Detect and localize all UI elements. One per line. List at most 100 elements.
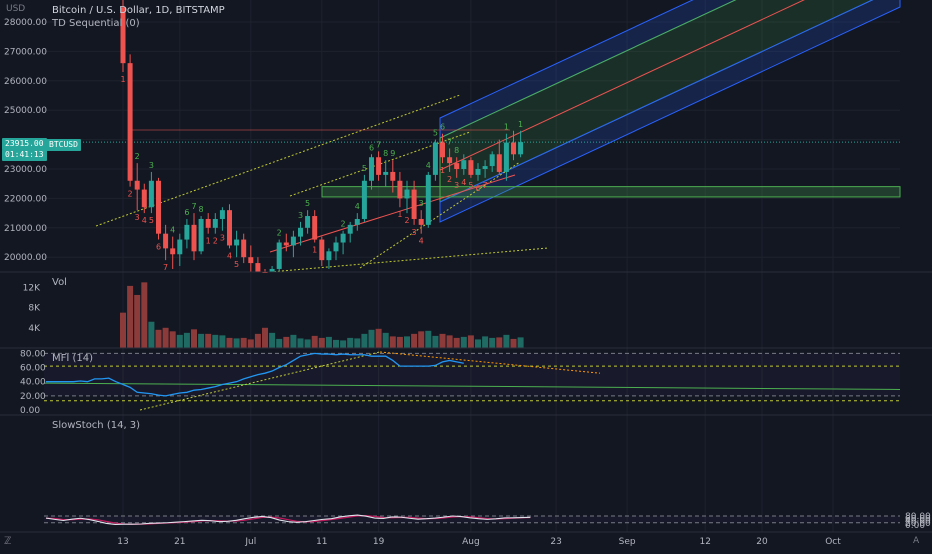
- td-count-label: 8: [454, 146, 459, 155]
- volume-bar: [226, 337, 233, 348]
- volume-bar: [467, 335, 474, 348]
- volume-bar: [375, 328, 382, 348]
- td-count-label: 1: [504, 123, 509, 132]
- volume-bar: [120, 312, 126, 348]
- volume-bar: [283, 336, 290, 348]
- candle-up: [340, 233, 346, 243]
- volume-bar: [503, 334, 510, 348]
- candle-down: [312, 216, 318, 240]
- volume-bar: [382, 332, 389, 348]
- volume-bar: [432, 335, 439, 348]
- volume-bar: [325, 336, 332, 348]
- grid-lines: [44, 0, 900, 532]
- td-count-label: 4: [142, 216, 147, 225]
- candle-down: [163, 233, 169, 249]
- td-count-label: 6: [156, 243, 161, 252]
- tradingview-logo-icon[interactable]: ℤ: [4, 536, 12, 547]
- td-count-label: 5: [149, 216, 154, 225]
- mfi-tick-label: 40.00: [20, 378, 46, 388]
- candle-down: [376, 157, 382, 175]
- td-count-label: 1: [206, 237, 211, 246]
- mfi-tick-label: 0.00: [20, 406, 40, 416]
- candle-up: [425, 174, 431, 225]
- candle-down: [283, 242, 289, 246]
- volume-bar: [368, 329, 375, 348]
- stoch-pane-label[interactable]: SlowStoch (14, 3): [52, 420, 141, 431]
- volume-bar: [404, 336, 410, 348]
- candle-up: [219, 210, 225, 219]
- candle-up: [475, 169, 481, 175]
- volume-tick-label: 8K: [28, 304, 41, 314]
- candle-up: [518, 142, 524, 155]
- candle-up: [184, 224, 190, 240]
- symbol-title[interactable]: Bitcoin / U.S. Dollar, 1D, BITSTAMP: [52, 5, 225, 16]
- volume-bar: [489, 337, 496, 348]
- price-tick-label: 25000.00: [4, 106, 47, 116]
- volume-bar: [155, 329, 162, 348]
- candle-down: [511, 142, 516, 155]
- volume-bar: [162, 327, 169, 348]
- stoch-k-line: [45, 514, 531, 525]
- time-tick-label: 12: [699, 537, 710, 547]
- volume-bar: [340, 340, 347, 348]
- trend-line: [269, 247, 549, 273]
- volume-bar: [425, 330, 432, 348]
- mfi-pane-label[interactable]: MFI (14): [52, 353, 94, 364]
- stoch-tick-label: 80.00: [905, 512, 931, 522]
- time-tick-label: 11: [316, 537, 327, 547]
- auto-scale-button[interactable]: A: [913, 536, 920, 546]
- td-count-label: 2: [277, 229, 282, 238]
- candle-up: [461, 160, 467, 169]
- volume-bar: [446, 335, 453, 348]
- volume-bar: [517, 337, 524, 348]
- candle-up: [212, 218, 218, 228]
- candle-down: [120, 7, 126, 64]
- td-count-label: 5: [362, 164, 367, 173]
- mfi-trend-line: [379, 351, 601, 374]
- candle-down: [447, 157, 453, 164]
- td-count-label: 1: [312, 246, 317, 255]
- volume-bar: [482, 336, 489, 348]
- td-count-label: 1: [440, 166, 445, 175]
- candle-down: [468, 160, 474, 175]
- drawing-tools[interactable]: [44, 0, 901, 273]
- td-count-label: 5: [305, 199, 310, 208]
- mfi-pane: [43, 351, 901, 411]
- candle-down: [255, 263, 261, 272]
- indicator-label-td[interactable]: TD Sequential (0): [52, 18, 140, 29]
- td-count-label: 4: [355, 202, 360, 211]
- candle-down: [170, 248, 176, 255]
- volume-bar: [453, 337, 460, 348]
- candle-up: [298, 227, 303, 237]
- volume-bar: [134, 294, 141, 348]
- td-count-label: 5: [234, 260, 239, 269]
- volume-bar: [212, 334, 219, 348]
- td-count-label: 3: [412, 228, 417, 237]
- td-count-label: 6: [369, 143, 374, 152]
- mfi-trend-line: [139, 351, 381, 411]
- volume-bar: [510, 338, 517, 348]
- time-tick-label: 21: [174, 537, 185, 547]
- stoch-tick-label: 20.00: [905, 519, 931, 529]
- time-tick-label: 19: [373, 537, 385, 547]
- volume-bar: [304, 339, 311, 348]
- volume-bar: [262, 327, 268, 348]
- candle-up: [234, 239, 240, 246]
- candle-up: [503, 142, 509, 172]
- volume-pane: [120, 282, 524, 348]
- volume-pane-label[interactable]: Vol: [52, 277, 67, 288]
- stoch-band: [44, 516, 900, 523]
- volume-bar: [411, 333, 418, 348]
- td-count-label: 8: [199, 205, 204, 214]
- td-count-label: 3: [135, 213, 140, 222]
- stoch-tick-label: 0.00: [905, 521, 925, 531]
- candle-down: [248, 257, 254, 264]
- volume-bar: [361, 333, 368, 348]
- volume-bar: [354, 338, 361, 348]
- candle-up: [354, 218, 360, 225]
- price-tick-label: 21000.00: [4, 224, 47, 234]
- td-count-label: 1: [518, 120, 523, 129]
